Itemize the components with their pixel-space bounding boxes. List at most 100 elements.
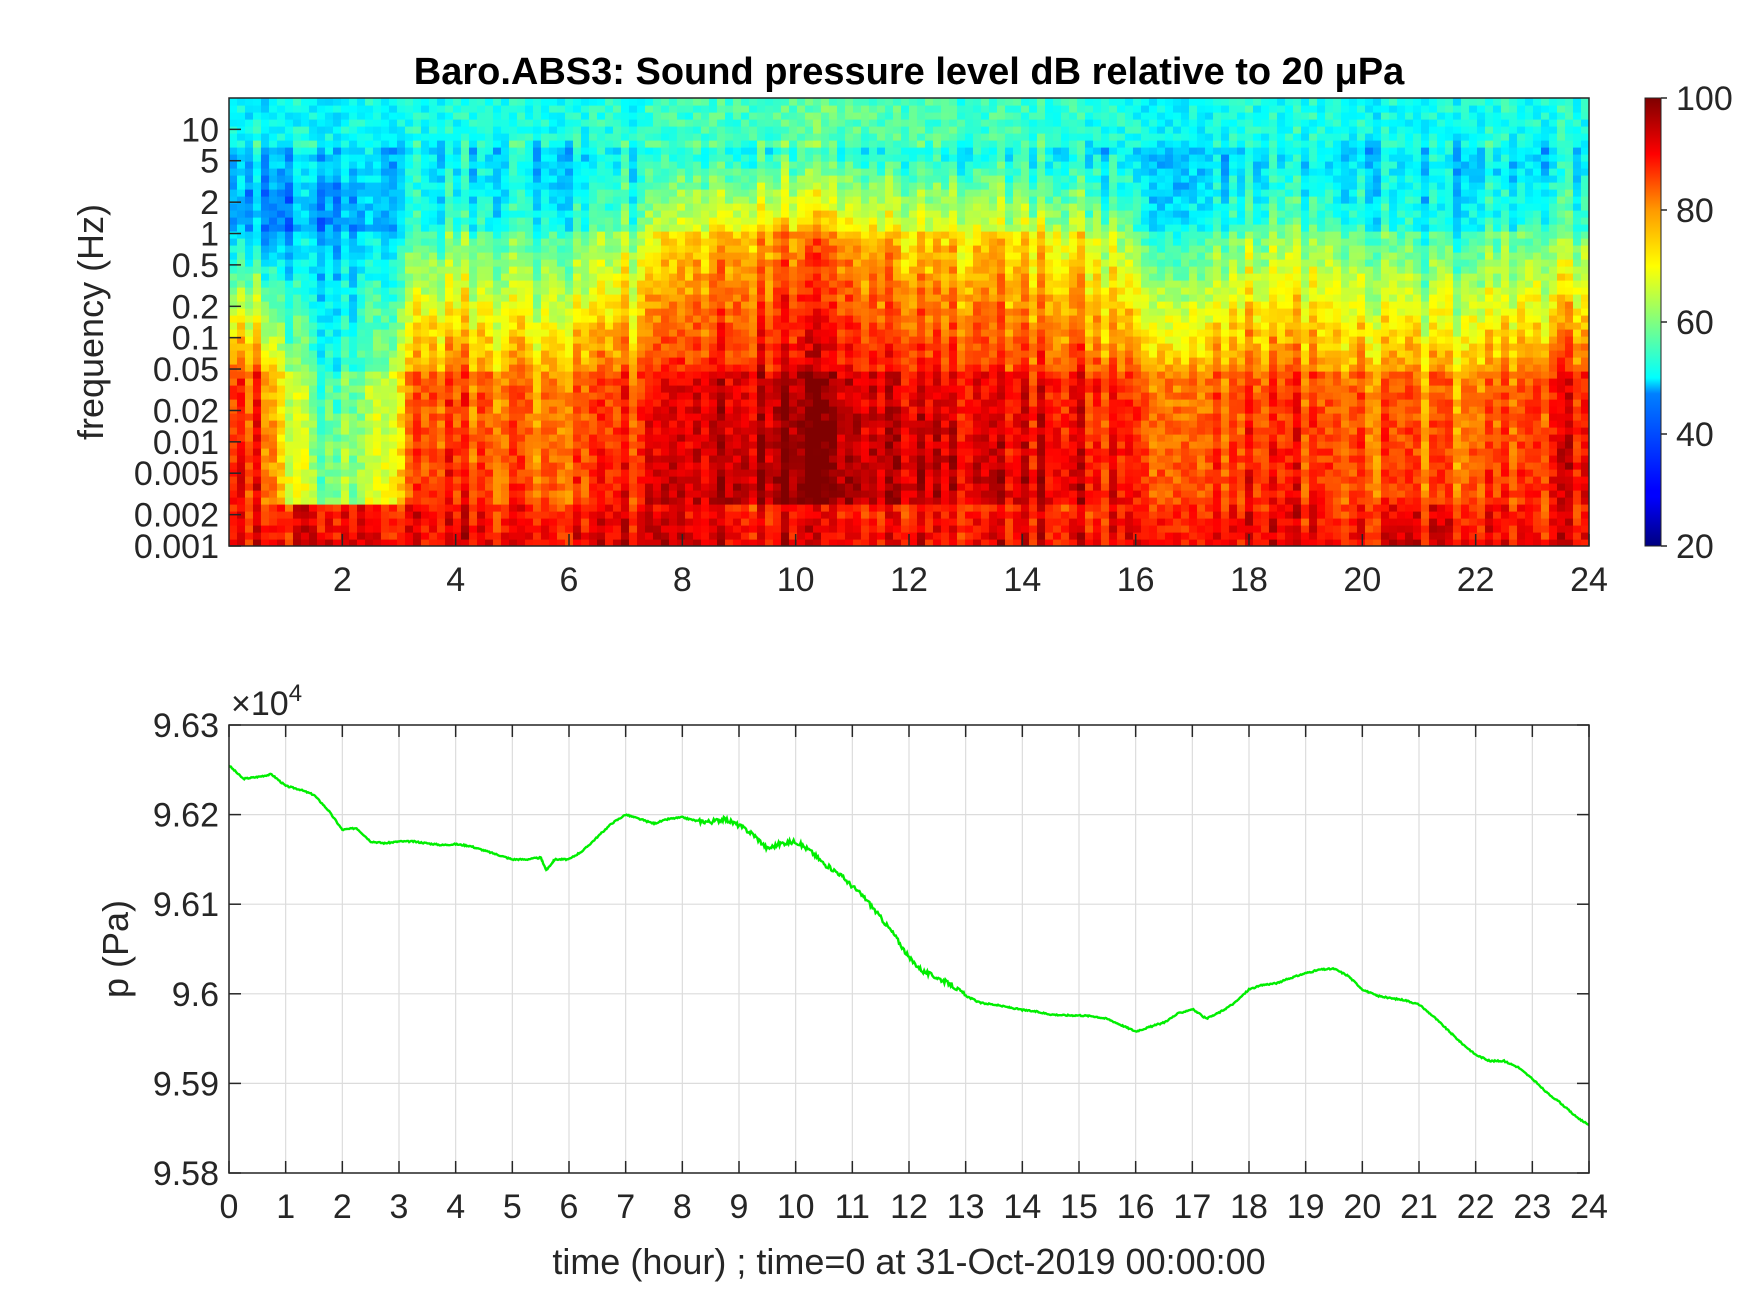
spectrogram-cell xyxy=(533,364,542,372)
spectrogram-cell xyxy=(237,112,246,120)
spectrogram-cell xyxy=(573,273,582,281)
spectrogram-cell xyxy=(437,434,446,442)
spectrogram-cell xyxy=(741,210,750,218)
spectrogram-cell xyxy=(453,469,462,477)
spectrogram-cell xyxy=(501,147,510,155)
spectrogram-cell xyxy=(509,434,518,442)
spectrogram-cell xyxy=(789,455,798,463)
spectrogram-cell xyxy=(485,399,494,407)
spectrogram-cell xyxy=(285,238,294,246)
spectrogram-cell xyxy=(253,469,262,477)
spectrogram-cell xyxy=(597,336,606,344)
spectrogram-cell xyxy=(533,497,542,505)
spectrogram-cell xyxy=(381,175,390,183)
spectrogram-cell xyxy=(573,119,582,127)
spectrogram-cell xyxy=(437,385,446,393)
spectrogram-cell xyxy=(293,182,302,190)
spectrogram-cell xyxy=(309,469,318,477)
spectrogram-cell xyxy=(349,441,358,449)
spectrogram-cell xyxy=(845,469,854,477)
spectrogram-cell xyxy=(309,175,318,183)
spectrogram-cell xyxy=(325,385,334,393)
spectrogram-cell xyxy=(733,105,742,113)
spectrogram-cell xyxy=(565,448,574,456)
spectrogram-cell xyxy=(629,476,638,484)
spectrogram-cell xyxy=(333,217,342,225)
spectrogram-cell xyxy=(605,455,614,463)
spectrogram-cell xyxy=(837,112,846,120)
spectrogram-cell xyxy=(317,371,326,379)
spectrogram-cell xyxy=(317,497,326,505)
spectrogram-cell xyxy=(365,329,374,337)
spectrogram-cell xyxy=(605,273,614,281)
spectrogram-cell xyxy=(517,182,526,190)
spectrogram-cell xyxy=(397,266,406,274)
spectrogram-cell xyxy=(693,518,702,526)
spectrogram-cell xyxy=(397,525,406,533)
spectrogram-cell xyxy=(405,469,414,477)
spectrogram-cell xyxy=(645,133,654,141)
spectrogram-cell xyxy=(693,532,702,540)
spectrogram-cell xyxy=(277,287,286,295)
spectrogram-cell xyxy=(245,399,254,407)
spectrogram-cell xyxy=(253,385,262,393)
spectrogram-cell xyxy=(317,308,326,316)
spectrogram-cell xyxy=(797,441,806,449)
spectrogram-cell xyxy=(381,476,390,484)
spectrogram-cell xyxy=(765,350,774,358)
spectrogram-cell xyxy=(509,385,518,393)
spectrogram-cell xyxy=(421,497,430,505)
spectrogram-cell xyxy=(669,98,678,106)
spectrogram-cell xyxy=(549,147,558,155)
spectrogram-cell xyxy=(437,182,446,190)
spectrogram-cell xyxy=(813,189,822,197)
spectrogram-cell xyxy=(413,105,422,113)
spectrogram-cell xyxy=(813,147,822,155)
spectrogram-cell xyxy=(813,539,822,546)
spectrogram-cell xyxy=(525,420,534,428)
spectrogram-cell xyxy=(725,112,734,120)
spectrogram-cell xyxy=(285,315,294,323)
spectrogram-cell xyxy=(541,175,550,183)
spectrogram-cell xyxy=(397,364,406,372)
spectrogram-cell xyxy=(501,273,510,281)
spectrogram-cell xyxy=(709,259,718,267)
spectrogram-cell xyxy=(805,392,814,400)
spectrogram-cell xyxy=(525,315,534,323)
spectrogram-cell xyxy=(589,441,598,449)
spectrogram-cell xyxy=(669,462,678,470)
spectrogram-cell xyxy=(333,532,342,540)
spectrogram-cell xyxy=(365,147,374,155)
spectrogram-cell xyxy=(557,266,566,274)
spectrogram-cell xyxy=(757,301,766,309)
spectrogram-cell xyxy=(453,336,462,344)
spectrogram-cell xyxy=(541,245,550,253)
spectrogram-cell xyxy=(477,385,486,393)
spectrogram-cell xyxy=(589,245,598,253)
spectrogram-cell xyxy=(589,329,598,337)
spectrogram-cell xyxy=(589,189,598,197)
spectrogram-cell xyxy=(509,147,518,155)
spectrogram-cell xyxy=(573,504,582,512)
spectrogram-cell xyxy=(461,511,470,519)
spectrogram-cell xyxy=(741,308,750,316)
spectrogram-cell xyxy=(397,154,406,162)
spectrogram-cell xyxy=(429,154,438,162)
spectrogram-cell xyxy=(477,483,486,491)
spectrogram-cell xyxy=(317,539,326,546)
spectrogram-cell xyxy=(733,399,742,407)
spectrogram-cell xyxy=(717,259,726,267)
spectrogram-cell xyxy=(533,217,542,225)
spectrogram-cell xyxy=(693,469,702,477)
spectrogram-cell xyxy=(821,203,830,211)
spectrogram-cell xyxy=(525,119,534,127)
spectrogram-cell xyxy=(229,105,238,113)
spectrogram-cell xyxy=(637,189,646,197)
spectrogram-cell xyxy=(277,301,286,309)
spectrogram-cell xyxy=(381,329,390,337)
spectrogram-cell xyxy=(493,511,502,519)
spectrogram-cell xyxy=(677,224,686,232)
spectrogram-cell xyxy=(541,399,550,407)
spectrogram-cell xyxy=(557,273,566,281)
spectrogram-cell xyxy=(437,336,446,344)
